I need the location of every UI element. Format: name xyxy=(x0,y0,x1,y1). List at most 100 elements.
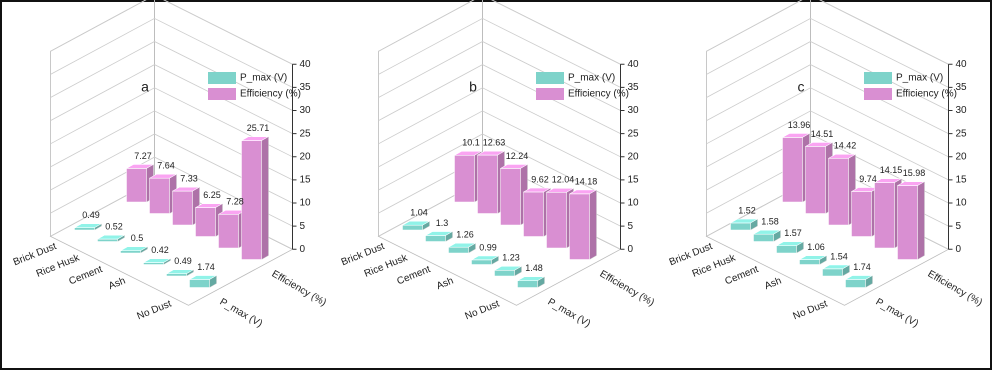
y-tick-label: 40 xyxy=(300,59,312,70)
value-label: 0.49 xyxy=(174,256,192,266)
grid-line xyxy=(706,17,949,88)
y-tick-label: 5 xyxy=(300,221,306,232)
grid-line xyxy=(378,87,621,158)
value-label: 1.3 xyxy=(436,218,449,228)
legend-label: P_max (V) xyxy=(896,73,943,84)
bar-top xyxy=(827,154,857,159)
legend-swatch xyxy=(208,72,236,84)
value-label: 1.54 xyxy=(830,251,848,261)
value-label: 9.74 xyxy=(859,174,877,184)
bar xyxy=(74,227,95,231)
series-axis-label: Efficiency (%) xyxy=(270,269,328,309)
y-tick-label: 5 xyxy=(628,221,634,232)
value-label: 14.42 xyxy=(834,141,857,151)
y-tick-label: 25 xyxy=(628,128,640,139)
legend-label: Efficiency (%) xyxy=(568,89,629,100)
x-tick-label: Cement xyxy=(724,264,761,287)
grid-line xyxy=(706,133,949,204)
value-label: 0.5 xyxy=(131,233,144,243)
value-label: 13.96 xyxy=(788,120,811,130)
value-label: 1.48 xyxy=(525,263,543,273)
bar-top xyxy=(476,150,506,156)
y-tick-label: 10 xyxy=(956,198,968,209)
value-label: 7.64 xyxy=(157,161,175,171)
value-label: 0.42 xyxy=(151,245,169,255)
bar xyxy=(241,140,262,260)
bar xyxy=(425,235,446,242)
bar xyxy=(517,280,538,288)
bar-top xyxy=(194,203,224,208)
x-tick-label: Ash xyxy=(763,276,783,293)
bar-top xyxy=(798,255,828,260)
value-label: 12.04 xyxy=(552,175,575,185)
grid-line xyxy=(706,110,949,181)
value-label: 7.27 xyxy=(134,151,152,161)
bar-top xyxy=(424,231,454,236)
grid-line xyxy=(706,0,949,65)
bar-top xyxy=(165,269,195,274)
bar-top xyxy=(401,220,431,226)
grid-line xyxy=(50,17,293,88)
value-label: 7.28 xyxy=(226,197,244,207)
y-tick-label: 0 xyxy=(628,244,634,255)
legend-swatch xyxy=(536,88,564,100)
grid-line xyxy=(378,41,621,111)
bar-top xyxy=(499,164,529,169)
y-tick-label: 30 xyxy=(956,105,968,116)
y-tick-label: 30 xyxy=(300,105,312,116)
bar-top xyxy=(119,246,149,251)
y-tick-label: 10 xyxy=(628,198,640,209)
x-tick-label: No Dust xyxy=(135,298,173,322)
y-tick-label: 35 xyxy=(300,82,312,93)
bar-top xyxy=(844,275,874,280)
x-tick-label: No Dust xyxy=(791,298,829,322)
grid-line xyxy=(50,0,293,65)
bar xyxy=(799,259,820,265)
bar-top xyxy=(804,142,834,147)
legend-label: P_max (V) xyxy=(568,73,615,84)
value-label: 1.74 xyxy=(853,262,871,272)
bar xyxy=(172,190,193,226)
bar-top xyxy=(729,218,759,224)
bar-top xyxy=(148,173,178,179)
bar xyxy=(822,268,843,277)
legend-swatch xyxy=(864,88,892,100)
bar xyxy=(845,279,866,288)
bar xyxy=(189,279,210,288)
bar-top xyxy=(240,136,270,141)
bar-side xyxy=(261,136,269,260)
y-tick-label: 10 xyxy=(300,198,312,209)
bar-top xyxy=(752,229,782,235)
y-tick-label: 25 xyxy=(956,128,968,139)
value-label: 10.1 xyxy=(462,138,480,148)
value-label: 0.52 xyxy=(105,221,123,231)
bar-top xyxy=(96,234,126,240)
bar-top xyxy=(516,276,546,281)
value-label: 12.63 xyxy=(483,137,506,147)
bar-top xyxy=(896,181,926,186)
y-tick-label: 5 xyxy=(956,221,962,232)
bar-top xyxy=(142,258,172,263)
x-tick-label: No Dust xyxy=(463,298,501,322)
legend-swatch xyxy=(536,72,564,84)
value-label: 1.74 xyxy=(197,262,215,272)
bar-top xyxy=(545,188,575,193)
value-label: 1.23 xyxy=(502,253,520,263)
legend-label: P_max (V) xyxy=(240,73,287,84)
grid-line xyxy=(706,41,949,111)
bar xyxy=(471,259,492,265)
value-label: 14.51 xyxy=(811,129,834,139)
y-tick-label: 35 xyxy=(628,82,640,93)
grid-line xyxy=(378,110,621,181)
y-tick-label: 40 xyxy=(956,59,968,70)
y-tick-label: 0 xyxy=(300,244,306,255)
bar xyxy=(402,224,423,231)
bar-top xyxy=(125,164,155,169)
grid-line xyxy=(706,64,949,134)
bar xyxy=(500,168,521,226)
grid-line xyxy=(706,87,949,158)
y-tick-label: 40 xyxy=(628,59,640,70)
legend-label: Efficiency (%) xyxy=(240,89,301,100)
